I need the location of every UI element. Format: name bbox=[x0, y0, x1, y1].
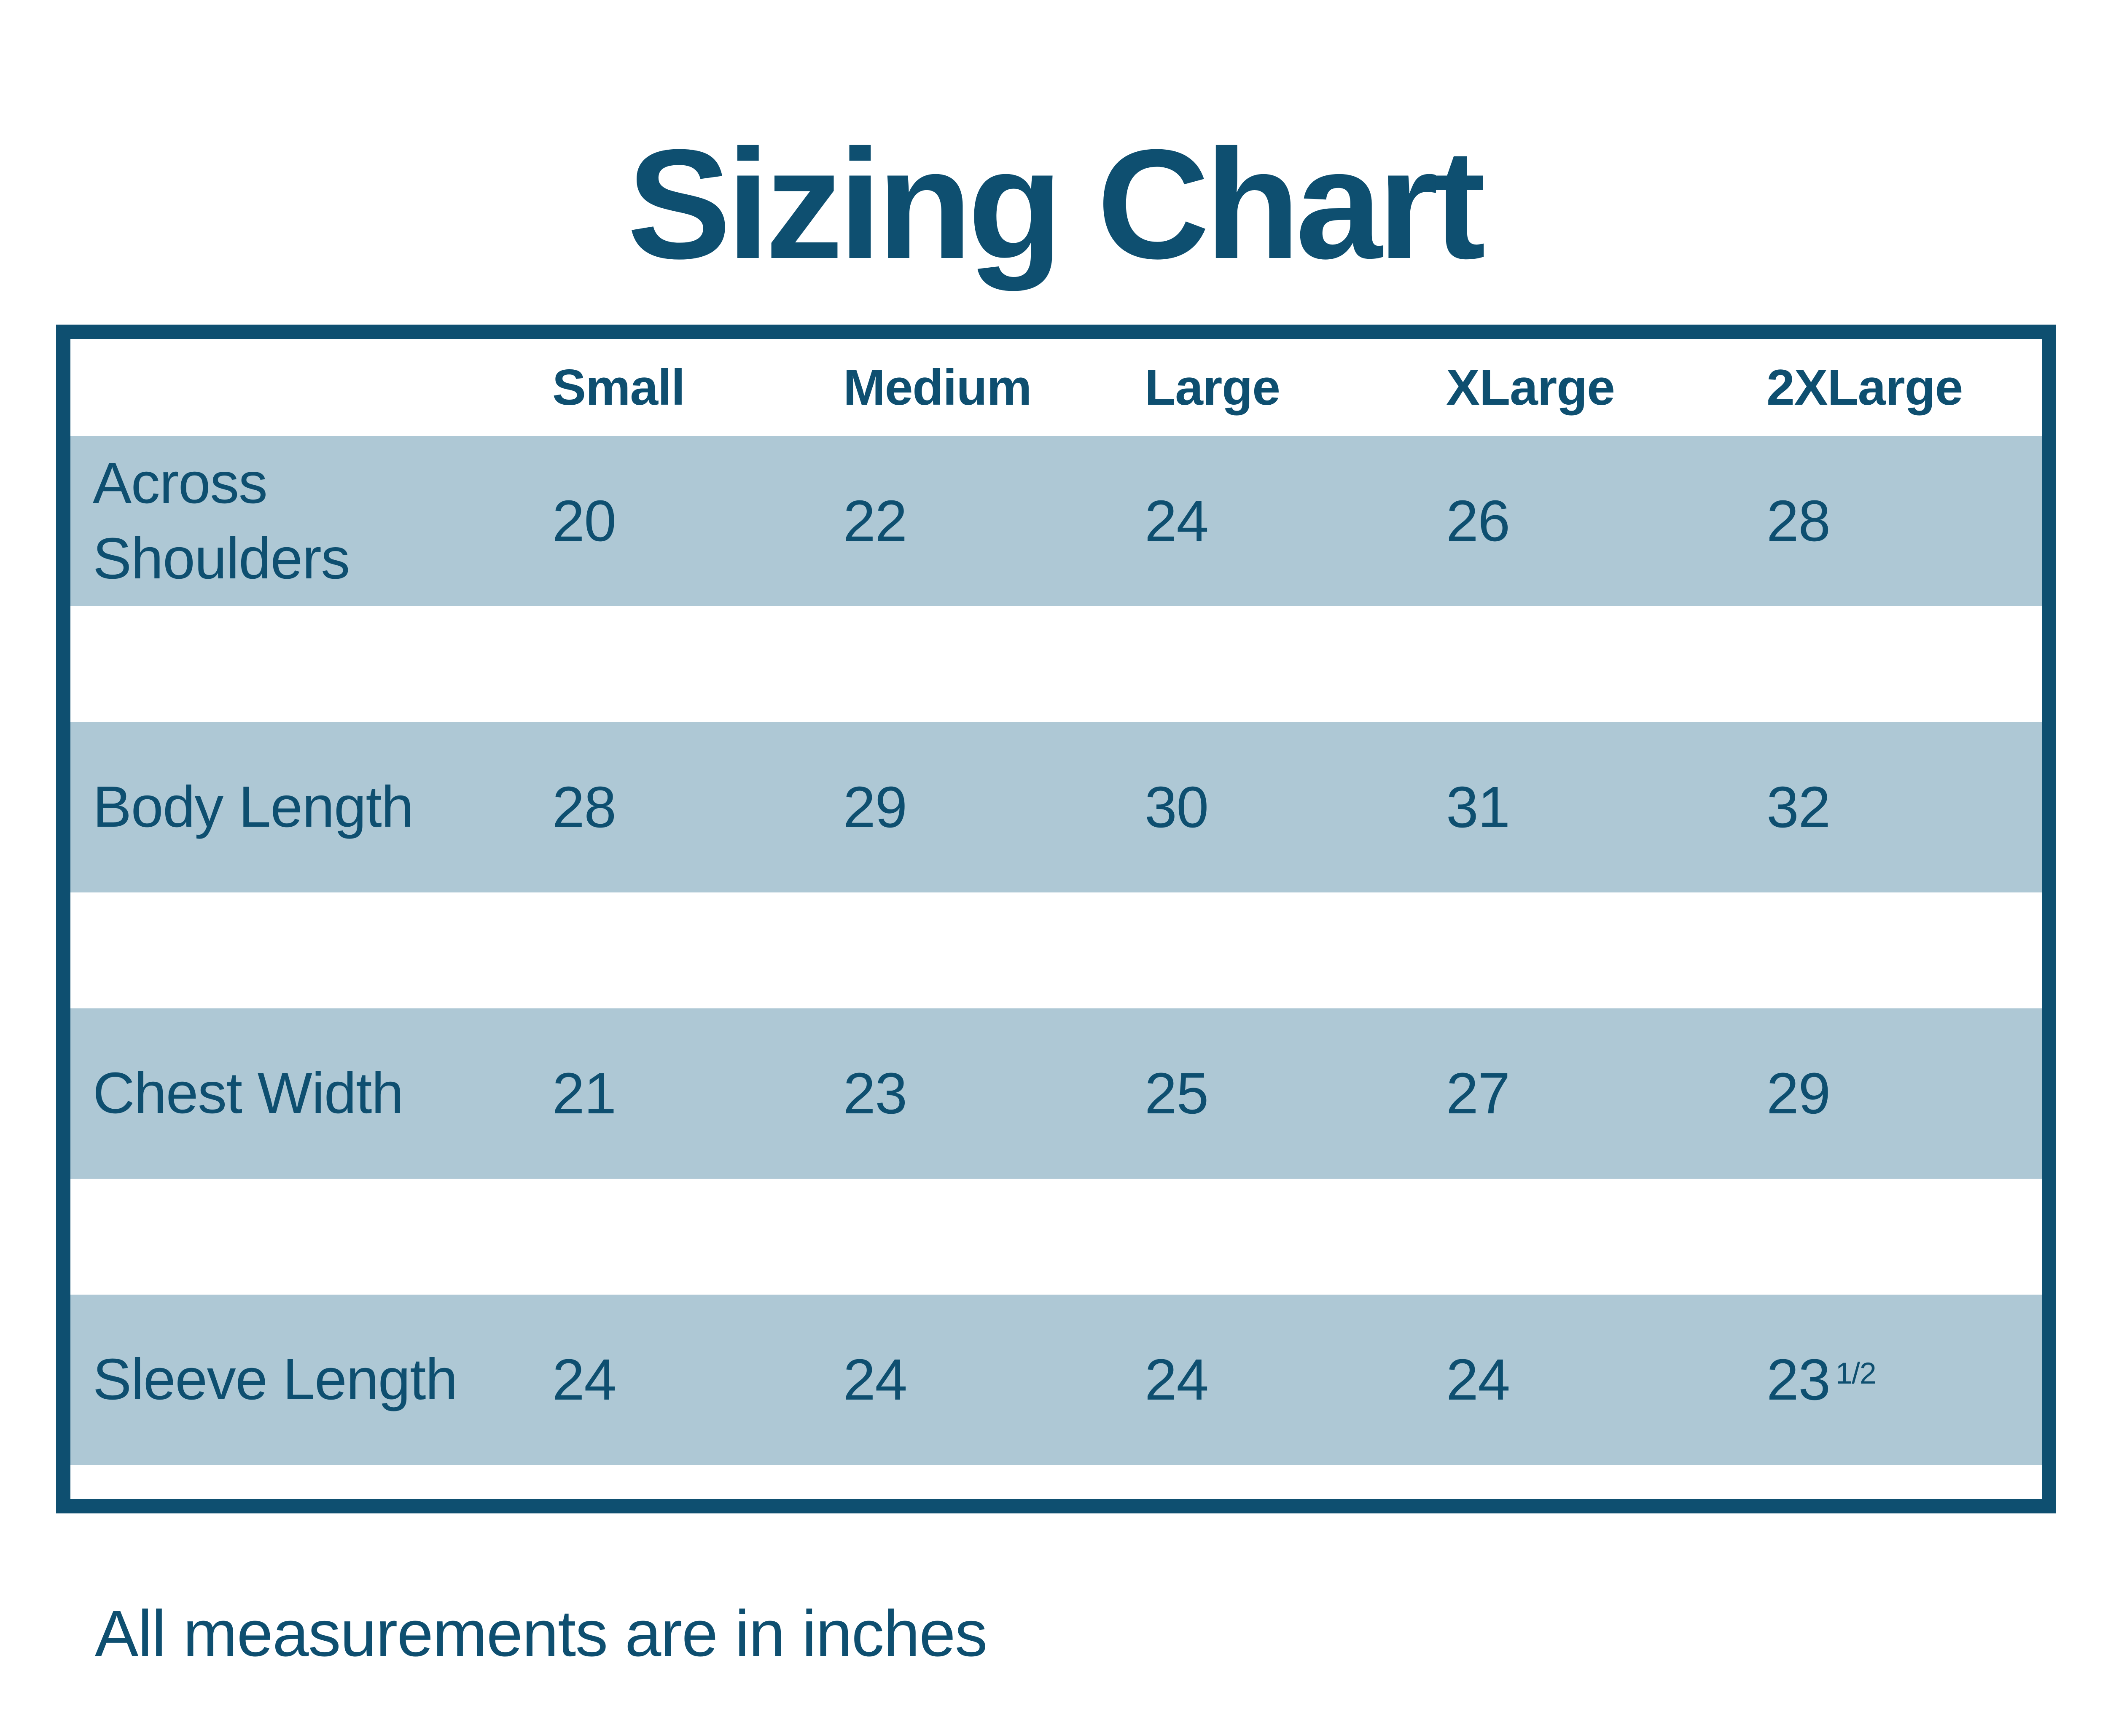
table-header-row: Small Medium Large XLarge 2XLarge bbox=[70, 339, 2042, 436]
sizing-table: Small Medium Large XLarge 2XLarge Across… bbox=[56, 325, 2056, 1513]
cell-value: 24 bbox=[1446, 1347, 1510, 1412]
cell-value: 23 1/2 bbox=[1744, 1346, 2042, 1414]
page-title: Sizing Chart bbox=[627, 117, 1485, 291]
header-cell-medium: Medium bbox=[843, 359, 1032, 416]
table-row-across-shoulders: Across Shoulders 20 22 24 26 28 bbox=[70, 436, 2042, 606]
row-label: Body Length bbox=[93, 774, 414, 840]
cell-value: 24 bbox=[1145, 1347, 1209, 1412]
cell-value: 24 bbox=[1145, 488, 1209, 554]
cell-value-base: 23 bbox=[1767, 1347, 1831, 1412]
table-row-sleeve-length: Sleeve Length 24 24 24 24 23 1/2 bbox=[70, 1295, 2042, 1465]
cell-value: 32 bbox=[1767, 774, 1831, 840]
cell-value: 24 bbox=[552, 1347, 616, 1412]
row-label: Sleeve Length bbox=[93, 1347, 458, 1412]
cell-value: 28 bbox=[1767, 488, 1831, 554]
row-label: Across Shoulders bbox=[93, 450, 350, 591]
table-row-chest-width: Chest Width 21 23 25 27 29 bbox=[70, 1008, 2042, 1179]
spacer-row bbox=[70, 892, 2042, 1008]
cell-value: 29 bbox=[843, 774, 907, 840]
table-row-body-length: Body Length 28 29 30 31 32 bbox=[70, 722, 2042, 892]
header-cell-2xlarge: 2XLarge bbox=[1767, 359, 1963, 416]
spacer-row bbox=[70, 1465, 2042, 1499]
cell-value: 21 bbox=[552, 1061, 616, 1126]
cell-value: 31 bbox=[1446, 774, 1510, 840]
cell-value: 28 bbox=[552, 774, 616, 840]
spacer-row bbox=[70, 606, 2042, 722]
cell-value: 29 bbox=[1767, 1061, 1831, 1126]
cell-value: 22 bbox=[843, 488, 907, 554]
header-cell-xlarge: XLarge bbox=[1446, 359, 1615, 416]
footer-note: All measurements are in inches bbox=[95, 1597, 987, 1670]
spacer-row bbox=[70, 1179, 2042, 1295]
row-label: Chest Width bbox=[93, 1061, 404, 1126]
cell-value: 20 bbox=[552, 488, 616, 554]
header-cell-small: Small bbox=[552, 359, 685, 416]
header-cell-large: Large bbox=[1145, 359, 1280, 416]
cell-value: 23 bbox=[843, 1061, 907, 1126]
cell-value: 26 bbox=[1446, 488, 1510, 554]
cell-value: 30 bbox=[1145, 774, 1209, 840]
cell-value: 24 bbox=[843, 1347, 907, 1412]
fraction-superscript: 1/2 bbox=[1835, 1357, 1877, 1391]
cell-value: 25 bbox=[1145, 1061, 1209, 1126]
cell-value: 27 bbox=[1446, 1061, 1510, 1126]
